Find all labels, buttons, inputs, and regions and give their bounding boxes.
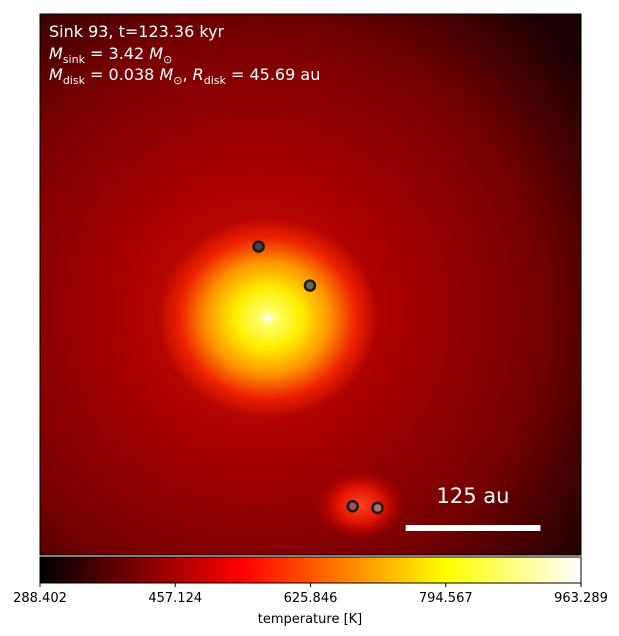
sink-3-marker bbox=[346, 500, 359, 513]
colorbar-label: temperature [K] bbox=[258, 612, 363, 627]
heatmap-area bbox=[39, 13, 582, 556]
sink-mass-value: 3.42 bbox=[109, 44, 145, 63]
colorbar-tick-label: 457.124 bbox=[148, 591, 202, 606]
sink-2-marker bbox=[303, 279, 317, 292]
sink-primary-marker bbox=[252, 240, 265, 253]
plot-frame bbox=[39, 13, 582, 556]
colorbar-tick-label: 288.402 bbox=[13, 591, 67, 606]
disk-radius-value: 45.69 bbox=[249, 65, 295, 84]
secondary-warm-region bbox=[315, 470, 405, 540]
colorbar: 288.402 457.124 625.846 794.567 963.289 temp… bbox=[13, 556, 608, 627]
colorbar-tick-label: 794.567 bbox=[419, 591, 473, 606]
colorbar-tick-label: 963.289 bbox=[554, 591, 608, 606]
sink-mass-label: Msink = 3.42 M⊙ bbox=[49, 44, 172, 66]
hot-core-region bbox=[158, 218, 378, 418]
annotation-block: Sink 93, t=123.36 kyr Msink = 3.42 M⊙ Md… bbox=[49, 22, 320, 87]
colorbar-tick-label: 625.846 bbox=[284, 591, 338, 606]
sink-markers bbox=[252, 240, 384, 515]
colorbar-gradient bbox=[39, 556, 582, 584]
disk-props-label: Mdisk = 0.038 M⊙, Rdisk = 45.69 au bbox=[49, 65, 320, 87]
sink-4-marker bbox=[371, 501, 384, 515]
disk-mass-value: 0.038 bbox=[109, 65, 155, 84]
scale-bar-label: 125 au bbox=[437, 484, 510, 508]
sink-time-label: Sink 93, t=123.36 kyr bbox=[49, 22, 225, 41]
colorbar-ticks: 288.402 457.124 625.846 794.567 963.289 bbox=[13, 583, 608, 606]
